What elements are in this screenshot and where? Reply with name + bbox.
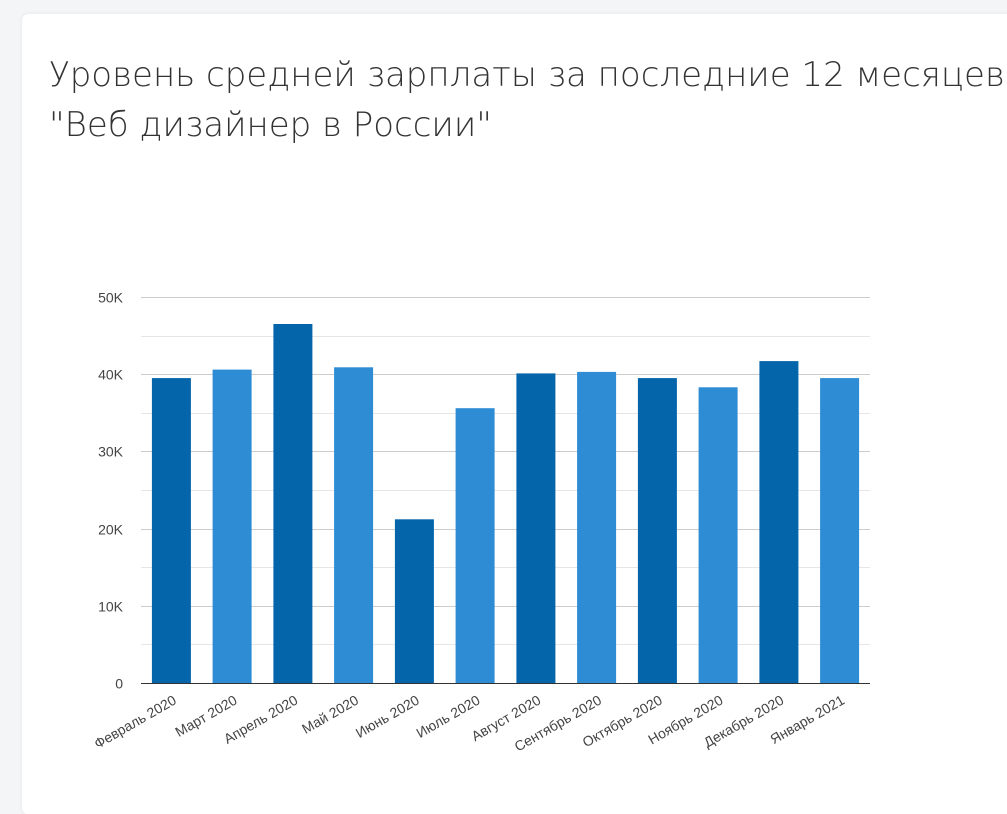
bar — [334, 367, 374, 683]
y-tick-label: 10K — [98, 599, 124, 615]
bar — [212, 369, 252, 683]
x-tick-label: Февраль 2020 — [91, 692, 179, 752]
chart-title: Уровень средней зарплаты за последние 12… — [49, 50, 1007, 150]
y-tick-label: 0 — [115, 676, 123, 692]
bar — [273, 324, 313, 683]
bar — [759, 361, 799, 683]
bar — [151, 378, 191, 683]
chart-title-line-2: "Веб дизайнер в России" — [49, 105, 492, 145]
chart-title-line-1: Уровень средней зарплаты за последние 12… — [49, 55, 1007, 95]
bar — [394, 519, 434, 683]
y-tick-label: 30K — [98, 444, 124, 460]
bar — [516, 373, 556, 683]
bar — [820, 378, 860, 683]
y-tick-label: 50K — [98, 290, 124, 306]
bar — [698, 387, 738, 683]
y-tick-label: 20K — [98, 522, 124, 538]
bar — [455, 408, 495, 683]
bar — [577, 371, 617, 683]
x-tick-label: Июнь 2020 — [353, 692, 422, 741]
x-tick-label: Май 2020 — [299, 692, 361, 737]
bar — [637, 378, 677, 683]
y-tick-label: 40K — [98, 367, 124, 383]
